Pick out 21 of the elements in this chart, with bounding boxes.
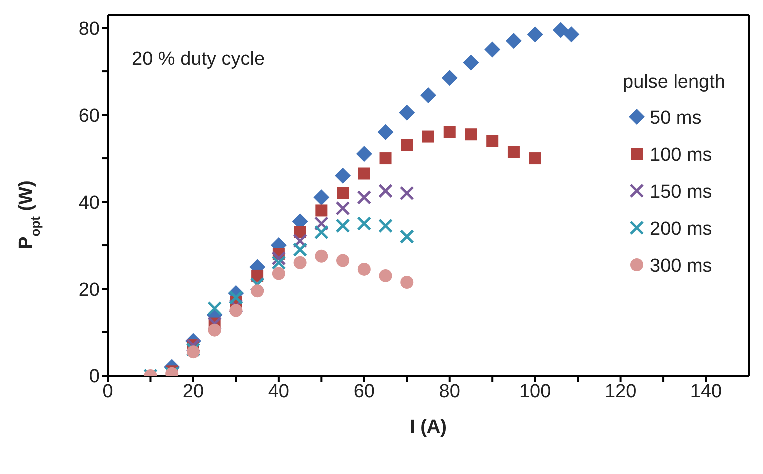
legend-title: pulse length xyxy=(623,72,726,93)
legend-label: 300 ms xyxy=(650,256,712,277)
x-tick-label: 80 xyxy=(439,381,460,402)
x-tick-label: 20 xyxy=(182,381,204,402)
x-tick-label: 140 xyxy=(690,381,722,402)
x-tick-label: 60 xyxy=(354,381,375,402)
x-tick-label: 40 xyxy=(268,381,290,402)
annotation: 20 % duty cycle xyxy=(132,49,266,70)
x-tick-label: 0 xyxy=(102,381,114,402)
x-tick-label: 100 xyxy=(519,381,552,402)
x-tick-label: 120 xyxy=(604,381,637,402)
y-tick-label: 20 xyxy=(78,280,100,301)
legend-label: 100 ms xyxy=(650,145,712,166)
legend-label: 50 ms xyxy=(650,108,702,129)
y-tick-label: 0 xyxy=(89,366,100,388)
legend-label: 200 ms xyxy=(650,219,712,240)
y-tick-label: 80 xyxy=(78,18,100,40)
legend-label: 150 ms xyxy=(650,182,712,203)
x-axis-title: I (A) xyxy=(410,417,447,438)
y-tick-label: 60 xyxy=(78,106,100,127)
y-tick-label: 40 xyxy=(78,192,100,214)
